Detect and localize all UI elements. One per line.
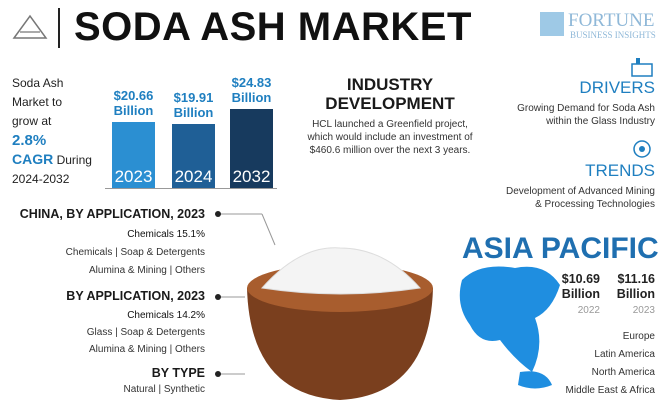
region-name: Europe <box>622 331 655 342</box>
segment-line: Natural | Synthetic <box>123 384 205 395</box>
trends-text: Development of Advanced Mining & Process… <box>506 185 655 211</box>
bar-value-label: $24.83 Billion <box>231 74 272 105</box>
brand-icon <box>540 12 564 36</box>
bar-year: 2024 <box>174 167 213 186</box>
drivers-title: DRIVERS <box>579 78 655 97</box>
segment-line: Chemicals | Soap & Detergents <box>65 247 205 258</box>
growth-text: Soda Ash Market to grow at 2.8% CAGR Dur… <box>12 74 92 189</box>
cagr-label: CAGR <box>12 151 54 167</box>
text-line: which would include an investment of <box>307 132 473 143</box>
text-line: $460.6 million over the next 3 years. <box>309 145 471 156</box>
text-line: Development of Advanced Mining <box>506 186 655 197</box>
soda-ash <box>261 247 421 295</box>
growth-line: Soda Ash <box>12 76 64 90</box>
bar-value-label: $19.91 Billion <box>173 90 214 121</box>
segment-title: BY TYPE <box>151 366 205 380</box>
bar <box>172 124 215 188</box>
segment-title: CHINA, BY APPLICATION, 2023 <box>19 207 205 221</box>
map <box>459 266 560 372</box>
bullet <box>215 294 221 300</box>
baseline <box>105 188 277 189</box>
bar <box>112 121 155 188</box>
bullet <box>215 211 221 217</box>
drivers-icon <box>631 58 653 77</box>
segment-text: Chemicals 15.1% Chemicals | Soap & Deter… <box>66 226 205 280</box>
growth-line: Market to <box>12 95 63 109</box>
bar-value-label: $20.66 Billion <box>113 87 154 118</box>
region-year: 2022 <box>577 305 600 316</box>
brand-sub: BUSINESS INSIGHTS <box>570 30 656 40</box>
text-line: & Processing Technologies <box>535 199 655 210</box>
text-line: Growing Demand for Soda Ash <box>517 103 655 114</box>
text-line: HCL launched a Greenfield project, <box>312 119 468 130</box>
segment-line: Alumina & Mining | Others <box>89 265 205 276</box>
bar-year: 2023 <box>114 167 153 186</box>
connector <box>261 213 276 246</box>
region-value: $11.16 Billion <box>616 272 655 301</box>
trends-title: TRENDS <box>585 161 655 180</box>
growth-line: grow at <box>12 114 52 128</box>
region-year: 2023 <box>632 305 655 316</box>
cagr-value: 2.8% <box>12 132 47 149</box>
region-list: Europe Latin America North America Middl… <box>566 328 655 400</box>
during: During <box>56 153 92 167</box>
divider <box>58 8 60 48</box>
segment-line: Chemicals 14.2% <box>127 310 205 321</box>
industry-title-line: INDUSTRY <box>346 75 434 94</box>
text-line: within the Glass Industry <box>546 116 655 127</box>
title: SODA ASH MARKET <box>74 5 472 49</box>
industry-title: INDUSTRY DEVELOPMENT <box>300 75 480 113</box>
industry-title-line: DEVELOPMENT <box>325 94 455 113</box>
bowl <box>247 288 433 400</box>
region-value: $10.69 Billion <box>561 272 600 301</box>
segment-title: BY APPLICATION, 2023 <box>66 289 205 303</box>
bar <box>230 108 273 188</box>
region-title: ASIA PACIFIC <box>462 232 659 265</box>
map <box>518 371 552 389</box>
segment-line: Glass | Soap & Detergents <box>86 327 205 338</box>
segment-line: Alumina & Mining | Others <box>89 344 205 355</box>
segment-line: Chemicals 15.1% <box>127 229 205 240</box>
bar-year: 2032 <box>232 167 271 186</box>
drivers-text: Growing Demand for Soda Ash within the G… <box>517 102 655 128</box>
region-name: North America <box>591 367 655 378</box>
bar-chart: 2023 $20.66 Billion 2024 $19.91 Billion 2032… <box>0 0 300 200</box>
industry-text: HCL launched a Greenfield project, which… <box>290 118 490 157</box>
trends-icon <box>633 140 651 158</box>
bullet <box>215 371 221 377</box>
region-name: Middle East & Africa <box>565 385 655 396</box>
segment-text: Chemicals 14.2% Glass | Soap & Detergent… <box>87 307 205 358</box>
region-name: Latin America <box>594 349 655 360</box>
logo-icon <box>12 14 48 39</box>
segment-text: Natural | Synthetic <box>123 383 205 396</box>
brand: FORTUNE <box>568 10 655 31</box>
period: 2024-2032 <box>12 172 70 186</box>
